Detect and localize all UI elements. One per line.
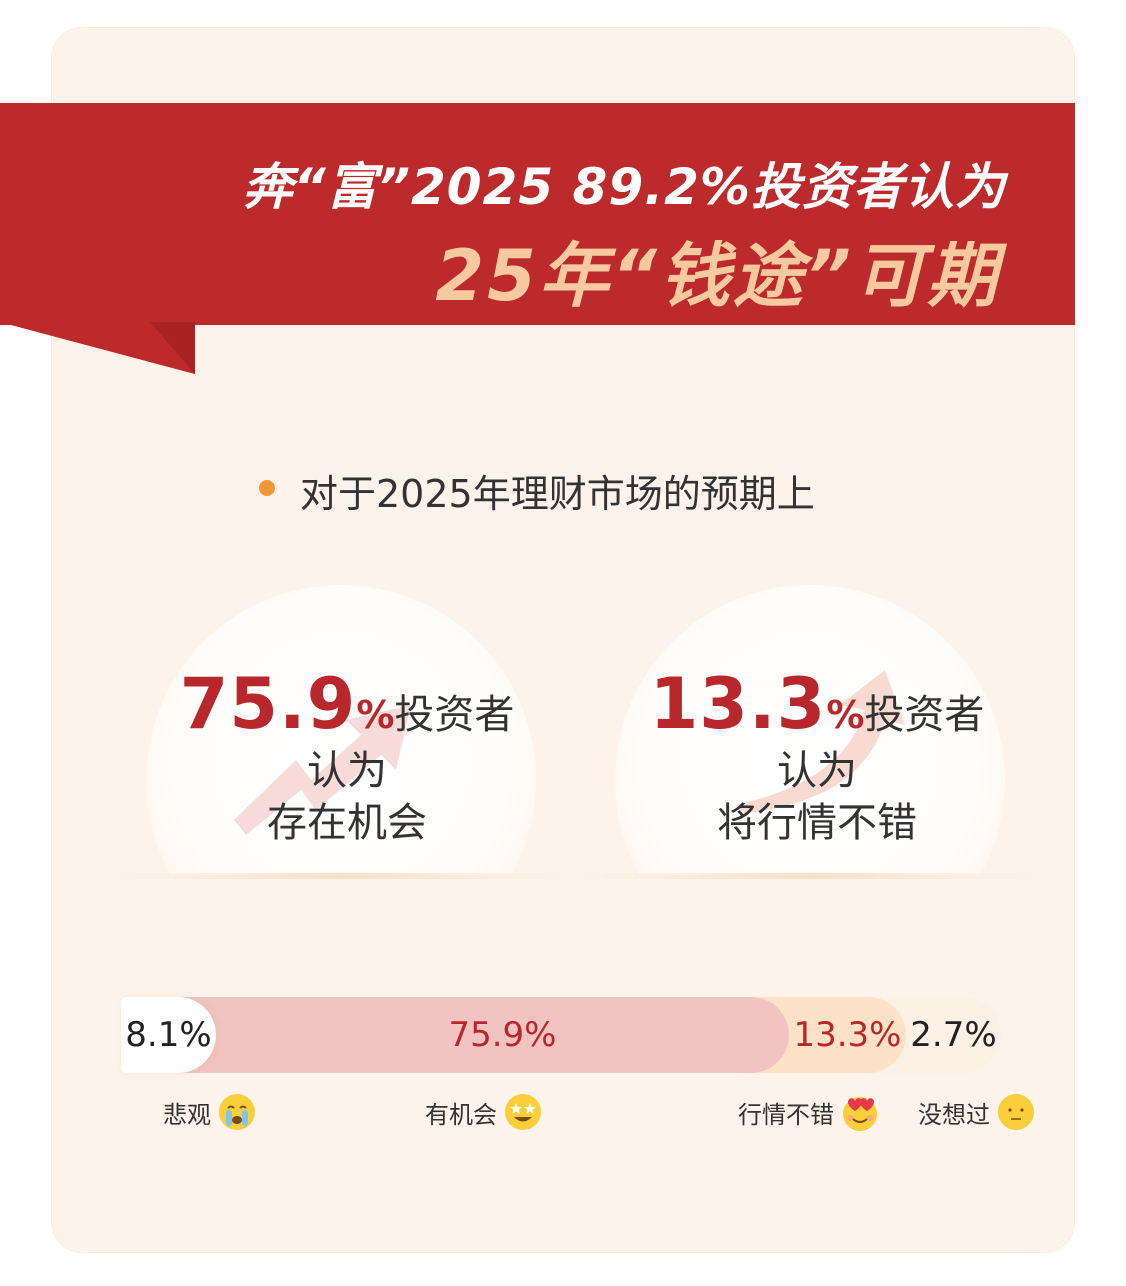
bar-segment-1: 8.1%	[121, 997, 216, 1073]
legend-label: 没想过	[918, 1100, 990, 1129]
bar-value-label: 8.1%	[125, 1015, 212, 1055]
stat-circle-opportunity	[146, 585, 536, 875]
circle-shadow	[116, 873, 566, 879]
stat-subject: 投资者	[394, 692, 515, 738]
stat-subject: 投资者	[864, 692, 985, 738]
up-arrow-icon	[735, 670, 905, 813]
stat-line-2: 存在机会	[267, 800, 427, 846]
bar-value-label: 2.7%	[910, 1015, 997, 1055]
bar-segment-2: 75.9%	[178, 997, 789, 1073]
bar-value-label: 13.3%	[793, 1015, 902, 1055]
stat-value: 75.9	[179, 663, 357, 745]
title-banner	[0, 103, 1075, 325]
legend-label: 有机会	[425, 1100, 497, 1129]
legend-item: 没想过	[918, 1092, 1036, 1132]
legend-item: 行情不错	[738, 1092, 880, 1132]
stat-percent-sign: %	[826, 693, 865, 737]
legend-label: 行情不错	[738, 1100, 834, 1129]
stat-line-1: 认为	[777, 748, 857, 794]
stat-percent-sign: %	[356, 693, 395, 737]
stacked-bar-chart: 8.1% 75.9% 13.3% 2.7%	[121, 997, 1001, 1073]
title-line-1: 奔“富”2025 89.2%投资者认为	[242, 158, 1006, 216]
neutral-face-icon	[996, 1092, 1036, 1132]
heart-eyes-face-icon	[840, 1092, 880, 1132]
bar-value-label: 75.9%	[448, 1015, 557, 1055]
crying-face-icon	[217, 1092, 257, 1132]
legend-item: 有机会	[425, 1092, 543, 1132]
legend-label: 悲观	[163, 1100, 211, 1129]
stat-value: 13.3	[649, 663, 827, 745]
stat-line-2: 将行情不错	[717, 800, 917, 846]
stat-circle-good-market	[615, 585, 1005, 875]
legend-item: 悲观	[163, 1092, 257, 1132]
star-struck-face-icon	[503, 1092, 543, 1132]
stat-line-1: 认为	[307, 748, 387, 794]
title-line-2: 25年“钱途”可期	[435, 235, 1000, 317]
bullet-dot-icon	[259, 480, 275, 496]
subtitle: 对于2025年理财市场的预期上	[300, 472, 815, 516]
stat-text-opportunity: 75.9%投资者 认为 存在机会	[152, 663, 542, 849]
circle-shadow	[585, 873, 1035, 879]
stat-text-good-market: 13.3%投资者 认为 将行情不错	[622, 663, 1012, 849]
up-arrow-icon	[234, 705, 411, 835]
banner-tail	[0, 322, 195, 374]
